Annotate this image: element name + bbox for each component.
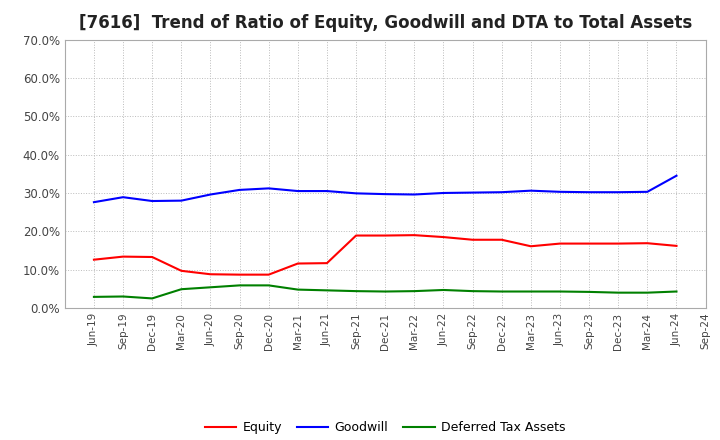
Equity xyxy=(468,237,477,242)
Deferred Tax Assets xyxy=(206,285,215,290)
Equity xyxy=(556,241,564,246)
Goodwill xyxy=(556,189,564,194)
Deferred Tax Assets xyxy=(585,289,593,294)
Equity xyxy=(643,241,652,246)
Goodwill xyxy=(177,198,186,203)
Equity xyxy=(177,268,186,273)
Equity xyxy=(294,261,302,266)
Goodwill xyxy=(264,186,273,191)
Goodwill xyxy=(585,190,593,195)
Deferred Tax Assets xyxy=(264,283,273,288)
Goodwill xyxy=(614,190,623,195)
Goodwill xyxy=(323,188,331,194)
Goodwill xyxy=(89,199,98,205)
Line: Goodwill: Goodwill xyxy=(94,176,677,202)
Equity xyxy=(352,233,361,238)
Deferred Tax Assets xyxy=(294,287,302,292)
Equity xyxy=(381,233,390,238)
Equity xyxy=(439,235,448,240)
Goodwill xyxy=(526,188,535,193)
Title: [7616]  Trend of Ratio of Equity, Goodwill and DTA to Total Assets: [7616] Trend of Ratio of Equity, Goodwil… xyxy=(78,15,692,33)
Equity xyxy=(148,254,156,260)
Equity xyxy=(614,241,623,246)
Equity xyxy=(89,257,98,262)
Deferred Tax Assets xyxy=(410,289,418,294)
Deferred Tax Assets xyxy=(235,283,244,288)
Deferred Tax Assets xyxy=(672,289,681,294)
Goodwill xyxy=(119,194,127,200)
Deferred Tax Assets xyxy=(148,296,156,301)
Deferred Tax Assets xyxy=(439,287,448,293)
Equity xyxy=(672,243,681,249)
Deferred Tax Assets xyxy=(352,289,361,294)
Legend: Equity, Goodwill, Deferred Tax Assets: Equity, Goodwill, Deferred Tax Assets xyxy=(200,416,570,439)
Line: Deferred Tax Assets: Deferred Tax Assets xyxy=(94,286,677,298)
Goodwill xyxy=(643,189,652,194)
Goodwill xyxy=(206,192,215,197)
Deferred Tax Assets xyxy=(526,289,535,294)
Goodwill xyxy=(439,191,448,196)
Equity xyxy=(498,237,506,242)
Deferred Tax Assets xyxy=(498,289,506,294)
Deferred Tax Assets xyxy=(323,288,331,293)
Line: Equity: Equity xyxy=(94,235,677,275)
Equity xyxy=(235,272,244,277)
Equity xyxy=(206,271,215,277)
Equity xyxy=(264,272,273,277)
Goodwill xyxy=(468,190,477,195)
Goodwill xyxy=(294,188,302,194)
Deferred Tax Assets xyxy=(177,286,186,292)
Equity xyxy=(323,260,331,266)
Equity xyxy=(585,241,593,246)
Deferred Tax Assets xyxy=(556,289,564,294)
Goodwill xyxy=(352,191,361,196)
Goodwill xyxy=(410,192,418,197)
Deferred Tax Assets xyxy=(643,290,652,295)
Deferred Tax Assets xyxy=(89,294,98,300)
Goodwill xyxy=(148,198,156,204)
Deferred Tax Assets xyxy=(468,289,477,294)
Equity xyxy=(119,254,127,259)
Equity xyxy=(526,244,535,249)
Deferred Tax Assets xyxy=(381,289,390,294)
Goodwill xyxy=(498,190,506,195)
Deferred Tax Assets xyxy=(119,294,127,299)
Goodwill xyxy=(672,173,681,178)
Equity xyxy=(410,232,418,238)
Goodwill xyxy=(235,187,244,193)
Goodwill xyxy=(381,191,390,197)
Deferred Tax Assets xyxy=(614,290,623,295)
